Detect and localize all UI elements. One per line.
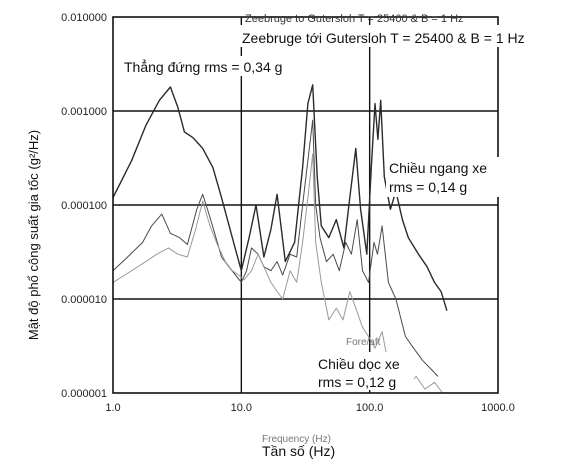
annotation-backdrop-lateral bbox=[386, 157, 506, 197]
y-tick-label: 0.000001 bbox=[61, 388, 107, 400]
series-lines bbox=[112, 84, 448, 394]
plot-frame bbox=[112, 16, 499, 394]
annotation-longitudinal-line2: rms = 0,12 g bbox=[318, 374, 396, 390]
y-axis-label: Mật độ phổ công suất gia tốc (g²/Hz) bbox=[26, 130, 41, 340]
y-tick-label: 0.000010 bbox=[61, 294, 107, 306]
annotation-lateral-line2: rms = 0,14 g bbox=[389, 179, 467, 195]
grid bbox=[113, 17, 498, 393]
title-backdrop bbox=[238, 25, 568, 47]
chart-title: Zeebruge tới Gutersloh T = 25400 & B = 1… bbox=[242, 30, 525, 46]
x-tick-label: 100.0 bbox=[356, 402, 384, 414]
x-axis-label: Tần số (Hz) bbox=[262, 443, 335, 459]
tick-labels: 1.0 10.0 100.0 1000.0 0.000001 0.000010 0.0001… bbox=[61, 12, 515, 414]
series-line-1 bbox=[112, 84, 448, 311]
series-line-2 bbox=[112, 119, 439, 377]
chart-title-overprint: Zeebruge to Gutersloh T = 25400 & B = 1 … bbox=[245, 13, 464, 25]
annotation-backdrop-longitudinal bbox=[314, 352, 414, 390]
y-tick-label: 0.001000 bbox=[61, 106, 107, 118]
annotation-lateral-line1: Chiều ngang xe bbox=[389, 160, 487, 176]
annotation-vertical: Thẳng đứng rms = 0,34 g bbox=[124, 58, 282, 75]
x-axis-overprint: Frequency (Hz) bbox=[262, 434, 331, 445]
y-tick-label: 0.000100 bbox=[61, 200, 107, 212]
y-tick-label: 0.010000 bbox=[61, 12, 107, 24]
annotation-longitudinal-line1: Chiều dọc xe bbox=[318, 356, 400, 372]
x-tick-label: 1000.0 bbox=[481, 402, 515, 414]
annotation-overprint-small: Fore/aft bbox=[346, 337, 381, 348]
x-tick-label: 10.0 bbox=[231, 402, 252, 414]
annotation-backdrop-vertical bbox=[120, 56, 316, 76]
x-tick-label: 1.0 bbox=[105, 402, 120, 414]
